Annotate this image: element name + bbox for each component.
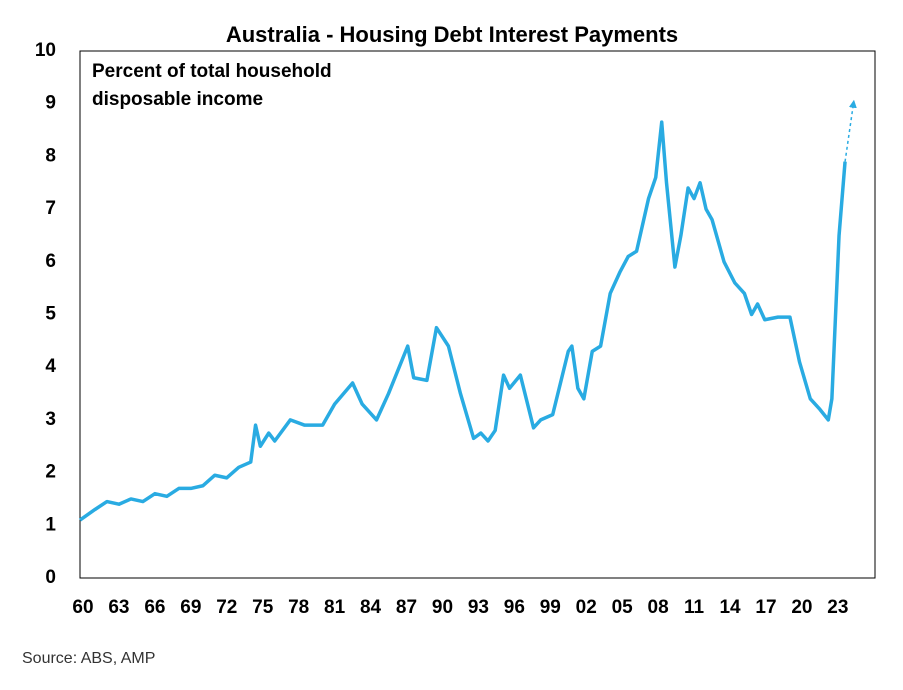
y-tick-label: 0 (45, 567, 56, 588)
x-tick-label: 84 (360, 597, 382, 618)
annotation: Percent of total household disposable in… (92, 61, 332, 110)
x-tick-label: 93 (468, 597, 489, 618)
x-tick-label: 17 (755, 597, 776, 618)
y-tick-label: 5 (45, 304, 56, 325)
x-tick-label: 63 (108, 597, 129, 618)
x-tick-label: 23 (827, 597, 848, 618)
x-tick-label: 75 (252, 597, 274, 618)
x-tick-label: 14 (719, 597, 741, 618)
x-tick-label: 05 (612, 597, 634, 618)
x-tick-label: 20 (791, 597, 812, 618)
y-tick-label: 6 (45, 251, 56, 272)
y-tick-label: 9 (45, 93, 56, 114)
x-tick-label: 87 (396, 597, 417, 618)
chart-title: Australia - Housing Debt Interest Paymen… (226, 22, 678, 47)
x-tick-label: 08 (648, 597, 669, 618)
x-tick-label: 72 (216, 597, 237, 618)
x-tick-label: 11 (684, 597, 705, 618)
y-tick-label: 1 (45, 514, 56, 535)
x-tick-label: 66 (144, 597, 165, 618)
source: Source: ABS, AMP (22, 650, 156, 667)
y-tick-label: 4 (45, 356, 56, 377)
x-tick-label: 99 (540, 597, 561, 618)
y-tick-label: 3 (45, 409, 56, 430)
data-line (78, 120, 847, 522)
y-tick-label: 2 (45, 462, 56, 483)
y-tick-label: 10 (35, 40, 56, 61)
x-tick-label: 69 (180, 597, 201, 618)
x-tick-label: 81 (324, 597, 346, 618)
y-tick-label: 8 (45, 145, 56, 166)
x-tick-label: 78 (288, 597, 309, 618)
x-tick-label: 90 (432, 597, 453, 618)
y-tick-label: 7 (45, 198, 56, 219)
plot-frame (79, 50, 876, 579)
x-tick-label: 96 (504, 597, 525, 618)
x-tick-label: 60 (72, 597, 93, 618)
x-tick-label: 02 (576, 597, 597, 618)
projection-line (844, 99, 857, 162)
